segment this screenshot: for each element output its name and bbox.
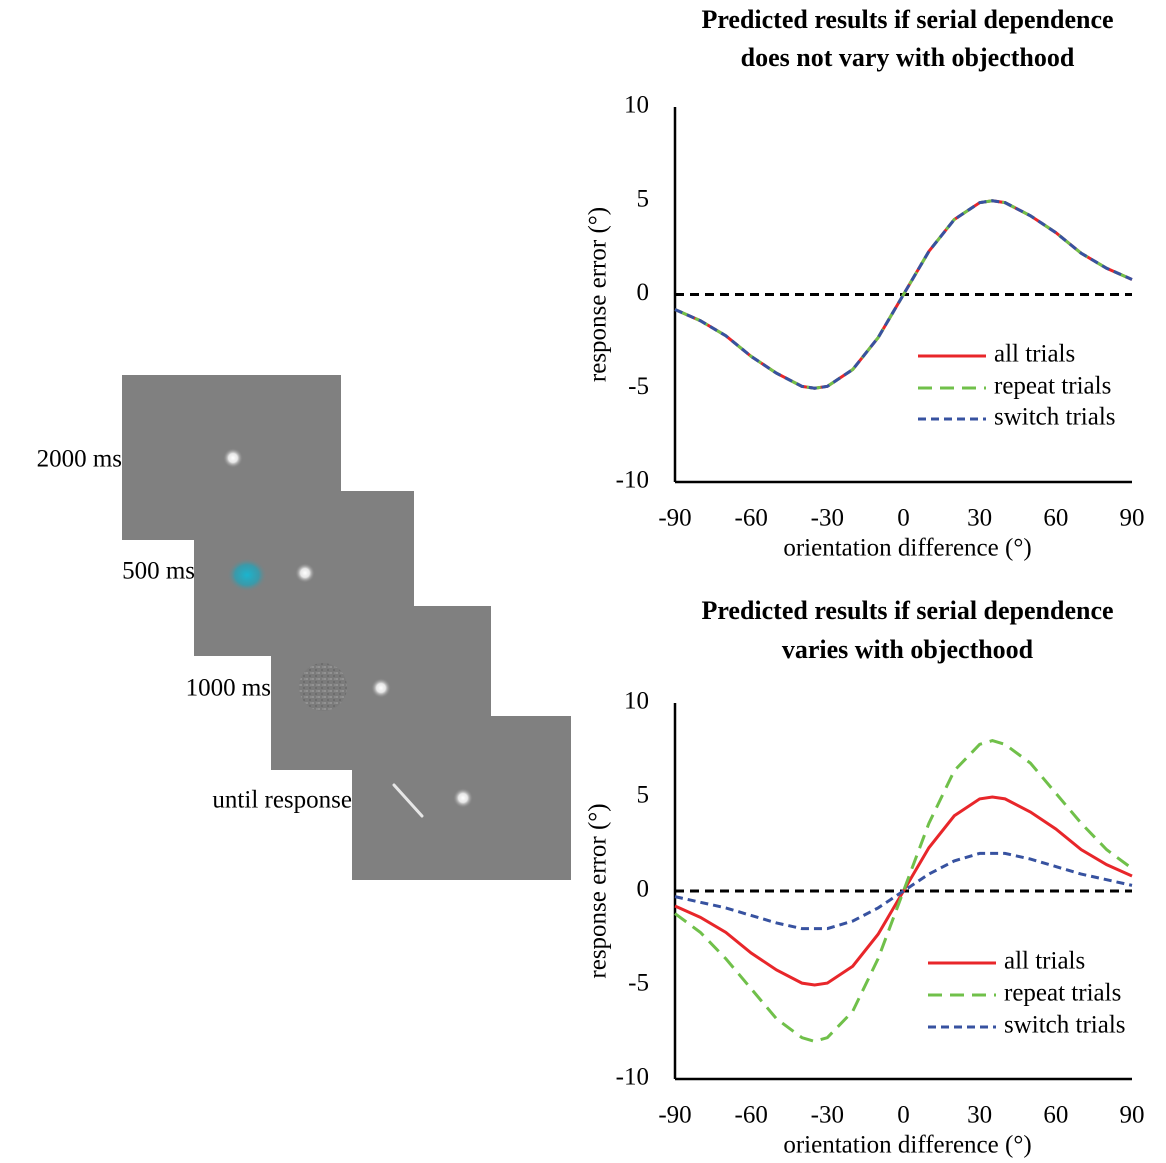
stimulus — [223, 448, 243, 468]
x-axis-label: orientation difference (°) — [783, 535, 1031, 562]
duration-label: 2000 ms — [37, 446, 122, 473]
chart-title: does not vary with objecthood — [741, 43, 1075, 72]
y-tick-label: 10 — [624, 92, 649, 119]
x-tick-label: -90 — [658, 1102, 691, 1129]
x-tick-label: -60 — [735, 1102, 768, 1129]
chart-title: Predicted results if serial dependence — [701, 596, 1113, 625]
trial-sequence: 2000 ms 500 ms 1000 ms until response — [37, 375, 571, 880]
x-tick-label: 90 — [1120, 1102, 1145, 1129]
legend-label: switch trials — [994, 404, 1116, 431]
legend-label: repeat trials — [994, 373, 1111, 400]
y-axis-label: response error (°) — [585, 207, 612, 382]
x-tick-label: 0 — [897, 1102, 910, 1129]
x-tick-label: 60 — [1043, 1102, 1068, 1129]
legend-label: all trials — [1004, 948, 1085, 975]
stimulus — [371, 678, 391, 698]
series-line — [674, 199, 1133, 390]
duration-label: 1000 ms — [186, 675, 271, 702]
x-tick-label: 60 — [1043, 505, 1068, 532]
y-tick-label: -5 — [628, 373, 649, 400]
y-tick-label: -10 — [616, 467, 649, 494]
y-tick-label: 5 — [637, 782, 650, 809]
x-axis-label: orientation difference (°) — [783, 1132, 1031, 1159]
legend-label: all trials — [994, 341, 1075, 368]
y-tick-label: 5 — [637, 185, 650, 212]
x-tick-label: -30 — [811, 505, 844, 532]
x-tick-label: -90 — [658, 505, 691, 532]
y-tick-label: -10 — [616, 1064, 649, 1091]
x-tick-label: -30 — [811, 1102, 844, 1129]
duration-label: until response — [212, 787, 352, 814]
x-tick-label: 0 — [897, 505, 910, 532]
probe — [392, 783, 424, 818]
stimulus — [295, 563, 315, 583]
legend-label: repeat trials — [1004, 980, 1121, 1007]
series-line — [674, 851, 1133, 931]
chart: Predicted results if serial dependence va… — [585, 596, 1145, 1159]
chart-title: varies with objecthood — [782, 635, 1034, 664]
chart: Predicted results if serial dependence do… — [585, 5, 1145, 562]
duration-label: 500 ms — [122, 558, 195, 585]
stimulus — [227, 558, 267, 592]
chart-title: Predicted results if serial dependence — [701, 5, 1113, 34]
x-tick-label: 30 — [967, 1102, 992, 1129]
y-axis-label: response error (°) — [585, 803, 612, 978]
mask — [299, 663, 347, 711]
y-tick-label: -5 — [628, 970, 649, 997]
legend-label: switch trials — [1004, 1012, 1126, 1039]
y-tick-label: 0 — [637, 279, 650, 306]
x-tick-label: 90 — [1120, 505, 1145, 532]
y-tick-label: 10 — [624, 688, 649, 715]
x-tick-label: 30 — [967, 505, 992, 532]
y-tick-label: 0 — [637, 876, 650, 903]
stimulus — [453, 788, 473, 808]
series-line — [674, 739, 1133, 1043]
x-tick-label: -60 — [735, 505, 768, 532]
